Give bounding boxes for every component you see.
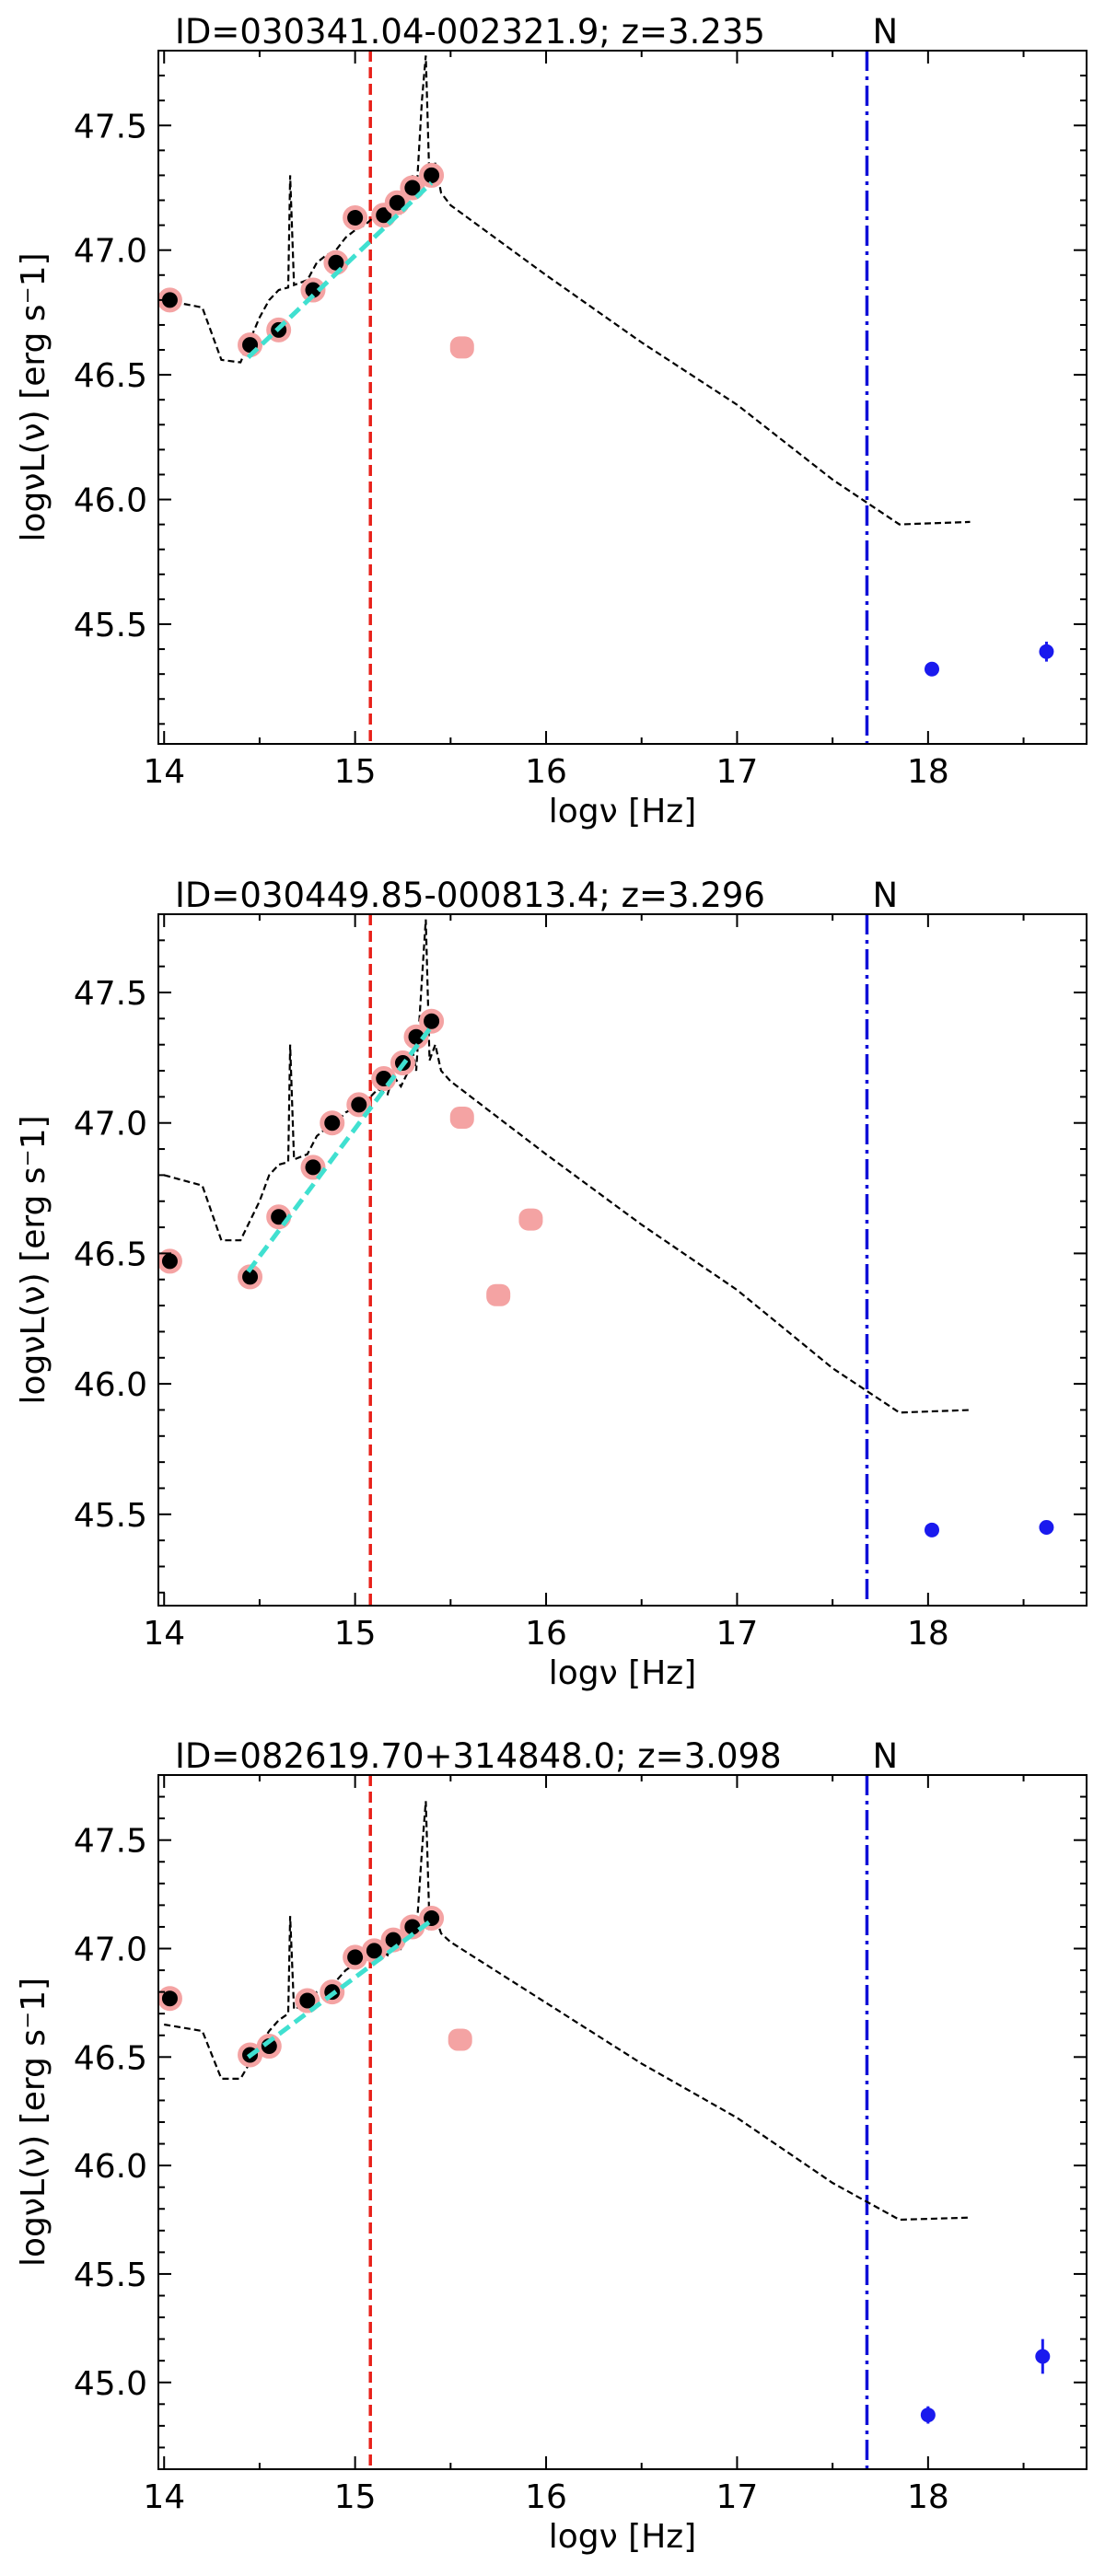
x-tick-label: 18 — [907, 753, 949, 791]
y-axis-label: logνL(ν) [erg s⁻1] — [15, 1978, 52, 2267]
y-tick-label: 47.0 — [74, 1106, 147, 1143]
excluded-point — [449, 336, 474, 359]
excluded-point — [518, 1208, 543, 1231]
plot-area — [158, 914, 1054, 1606]
photometry-point — [400, 175, 425, 201]
excluded-point — [486, 1283, 511, 1306]
xray-point — [1035, 2349, 1051, 2364]
sed-panel-1: 14 15 16 17 18 45.5 46.0 46.5 47.0 47.5 logν [Hz] l… — [15, 12, 1088, 830]
photometry-point — [346, 1092, 372, 1118]
axes-frame — [157, 1774, 1088, 2470]
x-tick-label: 16 — [525, 1615, 567, 1653]
x-axis-label: logν [Hz] — [549, 1654, 697, 1692]
photometry-point — [323, 249, 349, 275]
y-tick-label: 45.5 — [74, 2257, 147, 2294]
x-tick-label: 17 — [716, 2478, 759, 2516]
powerlaw-fit-line — [246, 1025, 434, 1273]
xray-point — [920, 2408, 936, 2423]
y-tick-label: 47.5 — [74, 1823, 147, 1861]
template-sed-line — [163, 55, 971, 526]
photometry-point — [256, 2034, 282, 2060]
template-sed-line — [163, 919, 971, 1414]
xray-point — [1039, 1519, 1054, 1535]
xray-point — [1039, 644, 1054, 659]
x-axis-label: logν [Hz] — [549, 2518, 697, 2556]
x-tick-label: 15 — [334, 2478, 377, 2516]
plot-area — [158, 1775, 1051, 2469]
x-axis-label: logν [Hz] — [549, 793, 697, 830]
photometry-point — [158, 1986, 182, 2012]
y-tick-label: 46.5 — [74, 357, 147, 395]
y-tick-label: 46.5 — [74, 2039, 147, 2077]
sed-panel-3: 14 15 16 17 18 45.0 45.5 46.0 46.5 47.0 47.5 logν [… — [15, 1736, 1088, 2556]
y-tick-label: 46.5 — [74, 1236, 147, 1273]
x-tick-label: 15 — [334, 1615, 377, 1653]
excluded-point — [448, 2028, 472, 2051]
x-tick-label: 18 — [907, 1615, 949, 1653]
y-tick-label: 45.5 — [74, 1497, 147, 1535]
axes-frame — [157, 913, 1088, 1607]
flag-label: N — [872, 1736, 898, 1776]
x-tick-label: 15 — [334, 753, 377, 791]
y-tick-label: 46.0 — [74, 482, 147, 520]
y-tick-label: 47.0 — [74, 1932, 147, 1969]
y-tick-label: 46.0 — [74, 1366, 147, 1404]
y-tick-label: 46.0 — [74, 2148, 147, 2186]
excluded-point — [449, 1107, 474, 1130]
y-tick-label: 47.0 — [74, 233, 147, 271]
y-tick-label: 47.5 — [74, 108, 147, 145]
sed-panel-2: 14 15 16 17 18 45.5 46.0 46.5 47.0 47.5 logν [Hz] l… — [15, 876, 1088, 1692]
axes-frame — [157, 50, 1088, 745]
flag-label: N — [872, 12, 898, 52]
x-tick-label: 17 — [716, 1615, 759, 1653]
photometry-point — [320, 1110, 345, 1136]
y-tick-label: 47.5 — [74, 975, 147, 1013]
flag-label: N — [872, 876, 898, 915]
template-sed-line — [164, 1801, 971, 2222]
x-tick-label: 14 — [143, 1615, 185, 1653]
y-tick-label: 45.0 — [74, 2365, 147, 2403]
xray-point — [925, 1522, 939, 1537]
x-tick-label: 14 — [143, 2478, 185, 2516]
photometry-point — [158, 1248, 182, 1274]
photometry-point — [419, 1008, 445, 1034]
photometry-point — [238, 332, 263, 358]
plot-area — [158, 51, 1054, 744]
y-axis-label: logνL(ν) [erg s⁻1] — [15, 252, 52, 541]
photometry-point — [343, 204, 368, 230]
photometry-point — [300, 1155, 326, 1180]
x-tick-label: 14 — [143, 753, 185, 791]
photometry-point — [300, 277, 326, 303]
chart-title: ID=030341.04-002321.9; z=3.235 — [175, 12, 765, 52]
x-tick-label: 17 — [716, 753, 759, 791]
x-tick-label: 16 — [525, 2478, 567, 2516]
y-axis-label: logνL(ν) [erg s⁻1] — [15, 1115, 52, 1404]
photometry-point — [419, 162, 445, 188]
x-tick-label: 16 — [525, 753, 567, 791]
photometry-point — [295, 1988, 320, 2013]
chart-title: ID=030449.85-000813.4; z=3.296 — [175, 876, 765, 915]
y-tick-label: 45.5 — [74, 607, 147, 644]
x-tick-label: 18 — [907, 2478, 949, 2516]
powerlaw-fit-line — [246, 180, 434, 359]
chart-title: ID=082619.70+314848.0; z=3.098 — [175, 1736, 782, 1776]
xray-point — [925, 661, 939, 677]
